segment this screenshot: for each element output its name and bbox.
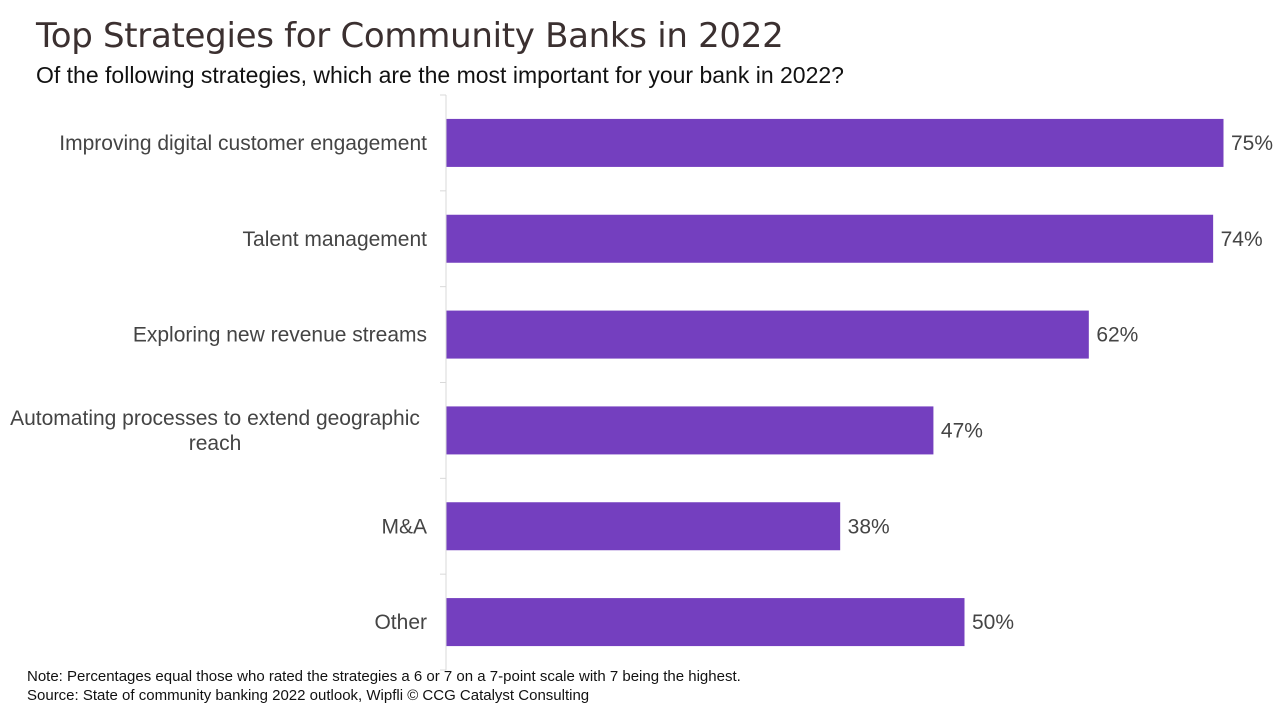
bar [446, 502, 841, 551]
category-label: Automating processes to extend geographi… [10, 407, 420, 455]
data-label: 75% [1231, 132, 1273, 155]
data-label: 74% [1221, 228, 1263, 251]
category-label-line: M&A [381, 515, 427, 538]
data-label: 47% [941, 419, 983, 442]
bar [446, 214, 1214, 263]
category-label-line: Exploring new revenue streams [133, 324, 427, 347]
category-label: Exploring new revenue streams [133, 324, 427, 347]
data-label: 38% [848, 515, 890, 538]
data-label: 62% [1096, 324, 1138, 347]
chart-source: Source: State of community banking 2022 … [27, 687, 590, 704]
bar [446, 118, 1224, 167]
category-label-line: Talent management [243, 228, 428, 251]
bar [446, 406, 934, 455]
category-label-line: Other [374, 611, 427, 634]
chart-note: Note: Percentages equal those who rated … [27, 668, 741, 685]
category-label-line: Improving digital customer engagement [59, 132, 427, 155]
bar [446, 310, 1089, 359]
category-label: Improving digital customer engagement [59, 132, 427, 155]
category-label-line: reach [189, 432, 242, 455]
chart-title: Top Strategies for Community Banks in 20… [36, 16, 784, 56]
category-label: Other [374, 611, 427, 634]
category-label-line: Automating processes to extend geographi… [10, 407, 420, 430]
category-label: M&A [381, 515, 427, 538]
category-label: Talent management [243, 228, 428, 251]
data-label: 50% [972, 611, 1014, 634]
bar [446, 598, 965, 647]
chart-subtitle: Of the following strategies, which are t… [36, 62, 844, 88]
